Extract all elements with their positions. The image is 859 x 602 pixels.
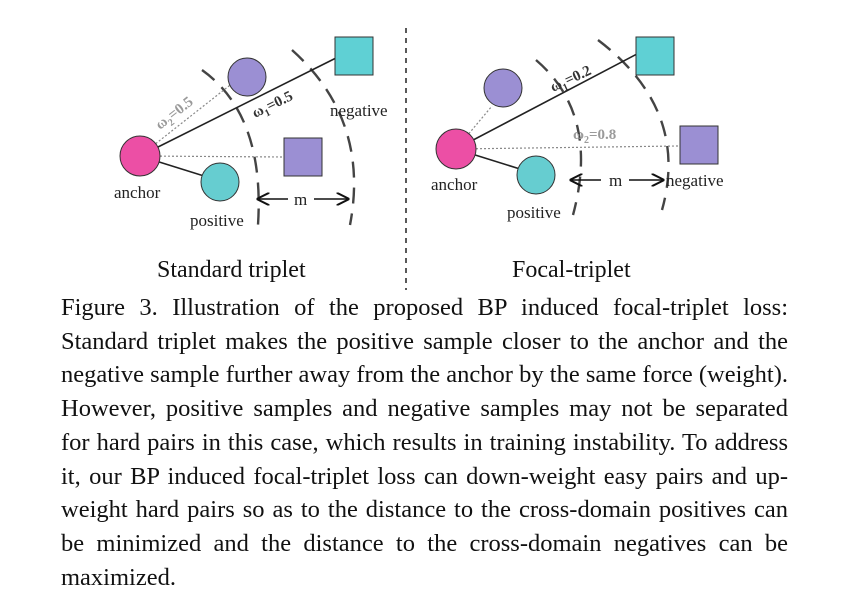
focal-panel-title: Focal-triplet (512, 257, 631, 283)
standard-line-anchor-negative-hard (139, 57, 337, 157)
focal-w2-label: ω2=0.8 (573, 127, 616, 146)
figure-illustration: anchor positive negative ω2=0.5 ω1=0.5 m… (114, 28, 724, 290)
figure-caption: Figure 3. Illustration of the proposed B… (61, 294, 788, 591)
standard-negative-square-hard (334, 36, 374, 76)
focal-anchor-label: anchor (431, 175, 478, 194)
standard-line-anchor-negative-dotted (139, 155, 285, 158)
focal-positive-node (516, 155, 556, 195)
standard-negative-label: negative (330, 101, 388, 120)
standard-margin-label: m (294, 190, 307, 209)
standard-w2-label: ω2=0.5 (153, 94, 199, 136)
standard-positive-label: positive (190, 211, 244, 230)
standard-panel-title: Standard triplet (157, 257, 306, 283)
focal-triplet-panel: anchor positive negative ω1=0.2 ω2=0.8 m… (431, 36, 724, 283)
focal-arc-inner (535, 59, 583, 216)
focal-positive-label: positive (507, 203, 561, 222)
focal-positive-node-purple (483, 68, 523, 108)
standard-anchor-node (119, 135, 161, 177)
standard-positive-node (200, 162, 240, 202)
standard-anchor-label: anchor (114, 183, 161, 202)
focal-negative-label: negative (666, 171, 724, 190)
focal-margin-label: m (609, 171, 622, 190)
focal-line-anchor-negative-dotted (455, 145, 679, 150)
standard-arc-outer (291, 49, 356, 226)
focal-line-anchor-negative-hard (455, 53, 638, 150)
focal-w1-label: ω1=0.2 (548, 63, 595, 99)
focal-arc-outer (597, 39, 670, 211)
focal-anchor-node (435, 128, 477, 170)
standard-triplet-panel: anchor positive negative ω2=0.5 ω1=0.5 m… (114, 36, 388, 283)
standard-negative-square (283, 137, 323, 177)
focal-negative-square-hard (635, 36, 675, 76)
focal-negative-square (679, 125, 719, 165)
standard-positive-node-purple (227, 57, 267, 97)
